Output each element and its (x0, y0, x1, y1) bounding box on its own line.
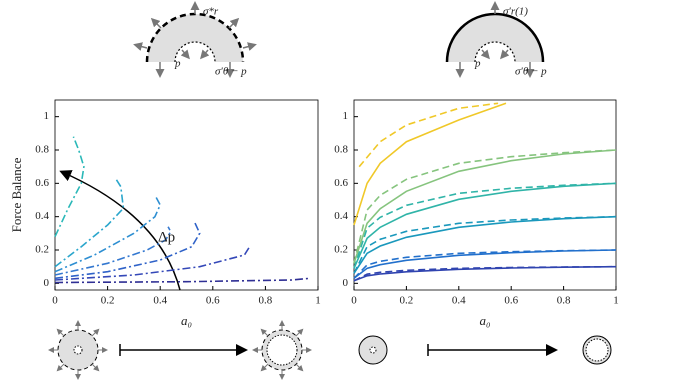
data-line (54, 221, 201, 280)
x-tick-label: 0.4 (452, 295, 466, 307)
data-line (353, 215, 617, 274)
data-line (54, 177, 125, 268)
y-tick-label: 0.2 (35, 244, 49, 256)
plot: 0 0.2 0.4 0.6 0.8 1 0 0.2 0.4 0.6 0.8 1 a₀ (334, 99, 619, 328)
diagram-label: σ′θ − p (215, 66, 247, 78)
data-line (353, 182, 617, 269)
x-tick-label: 0.8 (557, 295, 571, 307)
x-tick-label: 0.2 (400, 295, 414, 307)
data-line (353, 265, 617, 282)
data-line (353, 149, 617, 264)
y-tick-label: 0 (44, 277, 50, 289)
x-tick-label: 0.4 (153, 295, 167, 307)
diagram-label: p (474, 58, 481, 70)
x-tick-label: 0.8 (259, 295, 273, 307)
data-line (54, 194, 162, 273)
schematic-left (48, 320, 312, 380)
y-tick-label: 0.2 (334, 244, 348, 256)
diagram-label: σ′r(1) (503, 6, 528, 18)
x-tick-label: 0.6 (206, 295, 220, 307)
annotation: Δp (158, 229, 175, 245)
x-axis-label: a₀ (181, 313, 192, 328)
data-line (54, 277, 311, 284)
y-axis-label: Force Balance (9, 157, 24, 232)
y-tick-label: 0 (343, 277, 349, 289)
plot-frame (353, 99, 617, 291)
y-tick-label: 0.8 (334, 144, 348, 156)
x-tick-label: 0 (351, 295, 357, 307)
x-tick-label: 1 (613, 295, 619, 307)
y-tick-label: 0.4 (334, 210, 348, 222)
x-axis-label: a₀ (479, 313, 490, 328)
diagram-right: σ′r(1) p σ′θ − p (445, 1, 547, 78)
data-line (353, 249, 617, 279)
x-tick-label: 1 (315, 295, 321, 307)
y-tick-label: 0.6 (35, 177, 49, 189)
y-tick-label: 0.4 (35, 210, 49, 222)
data-line (54, 226, 172, 276)
diagram-label: p (174, 58, 181, 70)
diagram-label: σ′θ − p (515, 66, 547, 78)
y-tick-label: 0.8 (35, 144, 49, 156)
diagram-label: σ*r (203, 6, 219, 18)
plot-frame (54, 99, 319, 291)
plot: 0 0.2 0.4 0.6 0.8 1 0 0.2 0.4 0.6 0.8 1 a₀ Δp (35, 99, 321, 328)
y-tick-label: 0.6 (334, 177, 348, 189)
data-line (353, 215, 617, 274)
x-tick-label: 0.2 (101, 295, 115, 307)
data-line (353, 102, 507, 226)
data-line (353, 182, 617, 269)
x-tick-label: 0 (52, 295, 58, 307)
y-tick-label: 1 (343, 110, 349, 122)
diagram-left: σ*r p σ′θ − p (133, 1, 257, 78)
y-tick-label: 1 (44, 110, 50, 122)
data-line (54, 136, 85, 238)
x-tick-label: 0.6 (504, 295, 518, 307)
arrow (59, 170, 181, 291)
schematic-right (358, 335, 612, 365)
data-line (353, 265, 617, 282)
data-line (54, 246, 251, 281)
data-line (353, 149, 617, 264)
